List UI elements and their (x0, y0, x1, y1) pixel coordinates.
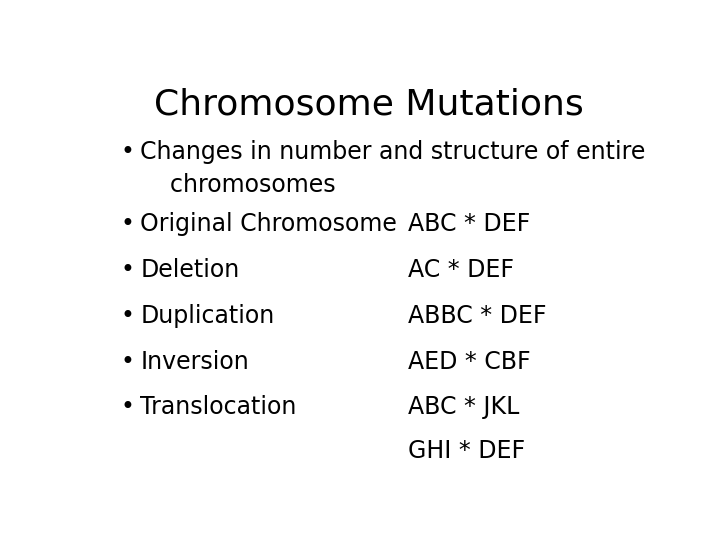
Text: •: • (121, 258, 135, 282)
Text: Chromosome Mutations: Chromosome Mutations (154, 87, 584, 122)
Text: •: • (121, 349, 135, 374)
Text: •: • (121, 395, 135, 420)
Text: Translocation: Translocation (140, 395, 297, 420)
Text: GHI * DEF: GHI * DEF (408, 439, 525, 463)
Text: ABC * JKL: ABC * JKL (408, 395, 519, 420)
Text: •: • (121, 304, 135, 328)
Text: ABBC * DEF: ABBC * DEF (408, 304, 546, 328)
Text: ABC * DEF: ABC * DEF (408, 212, 531, 237)
Text: Changes in number and structure of entire
    chromosomes: Changes in number and structure of entir… (140, 140, 646, 197)
Text: •: • (121, 140, 135, 164)
Text: Inversion: Inversion (140, 349, 249, 374)
Text: AED * CBF: AED * CBF (408, 349, 531, 374)
Text: •: • (121, 212, 135, 237)
Text: Original Chromosome: Original Chromosome (140, 212, 397, 237)
Text: AC * DEF: AC * DEF (408, 258, 514, 282)
Text: Deletion: Deletion (140, 258, 240, 282)
Text: Duplication: Duplication (140, 304, 274, 328)
